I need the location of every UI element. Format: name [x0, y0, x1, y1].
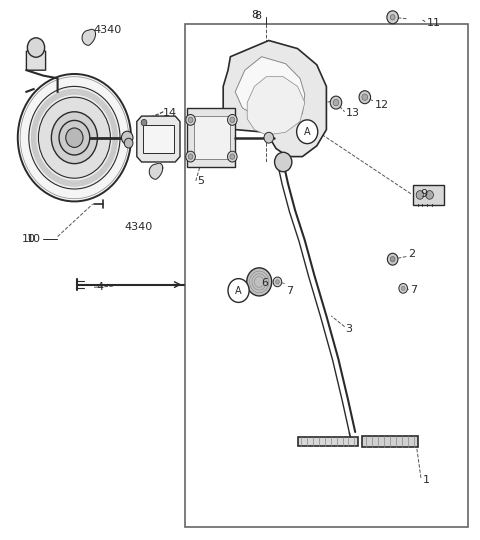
Circle shape [186, 151, 195, 162]
Circle shape [330, 96, 342, 109]
Polygon shape [137, 116, 180, 162]
Circle shape [188, 117, 193, 123]
Circle shape [273, 277, 282, 287]
Circle shape [124, 138, 133, 148]
Circle shape [275, 152, 292, 172]
Circle shape [359, 91, 371, 104]
Polygon shape [362, 436, 418, 447]
Polygon shape [298, 437, 358, 446]
Text: 4340: 4340 [94, 25, 122, 35]
Text: 6: 6 [262, 279, 269, 288]
Circle shape [399, 284, 408, 293]
Circle shape [121, 131, 133, 144]
Circle shape [264, 132, 274, 143]
Circle shape [228, 279, 249, 302]
Polygon shape [26, 49, 46, 70]
Circle shape [38, 97, 110, 178]
Text: 4340: 4340 [125, 222, 153, 232]
Text: 12: 12 [374, 100, 388, 110]
Circle shape [59, 120, 90, 155]
Circle shape [230, 117, 235, 123]
Circle shape [333, 99, 339, 106]
Circle shape [188, 154, 193, 159]
Circle shape [390, 256, 395, 262]
Polygon shape [235, 57, 305, 130]
Text: 8: 8 [251, 10, 258, 20]
Text: A: A [304, 127, 311, 137]
Circle shape [401, 286, 405, 291]
Text: 2: 2 [408, 249, 415, 259]
Text: A: A [235, 286, 242, 295]
Circle shape [416, 191, 424, 199]
Text: 1: 1 [422, 475, 430, 484]
Polygon shape [247, 77, 305, 135]
Circle shape [230, 154, 235, 159]
Text: 11: 11 [427, 18, 441, 28]
Text: 10: 10 [26, 234, 40, 244]
Text: 3: 3 [346, 325, 353, 334]
Circle shape [141, 119, 147, 126]
Text: 8: 8 [254, 11, 262, 21]
Polygon shape [194, 116, 230, 159]
Circle shape [228, 151, 237, 162]
Circle shape [186, 114, 195, 125]
Circle shape [387, 253, 398, 265]
Circle shape [27, 38, 45, 57]
Text: 10: 10 [22, 234, 36, 244]
Polygon shape [82, 29, 96, 45]
Circle shape [362, 94, 368, 100]
Text: 9: 9 [420, 190, 427, 199]
Circle shape [66, 128, 83, 147]
Circle shape [18, 74, 131, 201]
Circle shape [297, 120, 318, 144]
Polygon shape [149, 163, 163, 179]
Circle shape [387, 11, 398, 24]
Circle shape [29, 86, 120, 189]
Polygon shape [143, 125, 174, 153]
Text: 4: 4 [96, 282, 103, 292]
Bar [413, 185, 444, 205]
Text: 13: 13 [346, 109, 360, 118]
Text: 5: 5 [197, 176, 204, 186]
Circle shape [276, 280, 279, 284]
Circle shape [390, 15, 395, 20]
Circle shape [228, 114, 237, 125]
Polygon shape [187, 108, 235, 167]
Bar [185, 24, 468, 526]
Polygon shape [223, 40, 326, 157]
Text: 14: 14 [163, 109, 177, 118]
Circle shape [247, 268, 272, 296]
Text: 7: 7 [410, 285, 418, 295]
Text: 7: 7 [286, 286, 293, 295]
Circle shape [426, 191, 433, 199]
Circle shape [51, 112, 97, 164]
